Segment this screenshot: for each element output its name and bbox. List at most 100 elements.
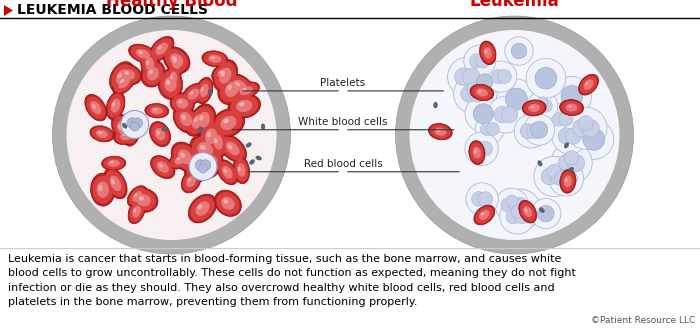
Ellipse shape xyxy=(200,84,209,97)
Ellipse shape xyxy=(201,123,222,150)
Ellipse shape xyxy=(191,153,214,174)
Ellipse shape xyxy=(145,57,154,71)
Ellipse shape xyxy=(225,142,239,155)
Circle shape xyxy=(574,119,614,159)
Circle shape xyxy=(564,150,579,165)
Ellipse shape xyxy=(176,98,188,109)
Ellipse shape xyxy=(524,209,528,213)
Ellipse shape xyxy=(172,56,176,61)
Text: White blood cells: White blood cells xyxy=(298,117,388,127)
Ellipse shape xyxy=(220,137,244,160)
Ellipse shape xyxy=(221,197,234,210)
Ellipse shape xyxy=(157,161,169,173)
Ellipse shape xyxy=(223,118,229,123)
Circle shape xyxy=(559,112,573,126)
Ellipse shape xyxy=(145,104,169,118)
Ellipse shape xyxy=(155,128,165,140)
Circle shape xyxy=(470,67,500,97)
Ellipse shape xyxy=(239,102,245,106)
Text: Platelets: Platelets xyxy=(321,78,365,88)
Ellipse shape xyxy=(125,71,129,75)
Circle shape xyxy=(551,142,592,184)
Circle shape xyxy=(469,86,486,102)
Ellipse shape xyxy=(128,128,131,133)
Circle shape xyxy=(527,124,542,139)
Ellipse shape xyxy=(565,178,568,182)
Ellipse shape xyxy=(539,208,545,213)
Ellipse shape xyxy=(108,160,120,167)
Circle shape xyxy=(473,104,494,124)
Circle shape xyxy=(514,209,528,224)
Ellipse shape xyxy=(123,117,141,146)
Ellipse shape xyxy=(220,76,244,102)
Ellipse shape xyxy=(212,109,245,137)
Ellipse shape xyxy=(209,55,221,63)
Ellipse shape xyxy=(218,74,246,105)
Ellipse shape xyxy=(192,104,216,136)
Ellipse shape xyxy=(132,191,142,202)
Ellipse shape xyxy=(186,176,196,187)
Ellipse shape xyxy=(218,162,236,183)
Ellipse shape xyxy=(111,64,133,90)
Ellipse shape xyxy=(150,107,163,114)
Ellipse shape xyxy=(197,112,210,128)
Ellipse shape xyxy=(531,105,535,108)
Circle shape xyxy=(511,43,527,59)
Circle shape xyxy=(66,30,276,240)
Ellipse shape xyxy=(197,160,202,164)
Circle shape xyxy=(466,183,498,215)
Circle shape xyxy=(500,189,541,230)
Ellipse shape xyxy=(129,188,158,212)
Ellipse shape xyxy=(178,100,183,104)
Ellipse shape xyxy=(480,41,496,65)
Circle shape xyxy=(558,154,575,172)
Ellipse shape xyxy=(148,70,153,74)
Ellipse shape xyxy=(179,112,192,126)
Circle shape xyxy=(511,206,524,218)
Ellipse shape xyxy=(110,176,121,191)
Circle shape xyxy=(470,141,486,156)
Ellipse shape xyxy=(239,86,253,95)
Circle shape xyxy=(454,75,493,114)
Circle shape xyxy=(531,199,561,229)
Circle shape xyxy=(550,168,567,185)
Circle shape xyxy=(478,192,493,206)
Circle shape xyxy=(494,106,510,123)
Ellipse shape xyxy=(155,43,168,55)
Ellipse shape xyxy=(206,156,217,171)
Ellipse shape xyxy=(233,82,260,99)
Ellipse shape xyxy=(190,91,193,95)
Ellipse shape xyxy=(170,75,173,79)
Ellipse shape xyxy=(237,163,246,177)
Ellipse shape xyxy=(151,38,172,59)
Circle shape xyxy=(472,192,486,206)
Ellipse shape xyxy=(192,137,218,162)
Circle shape xyxy=(558,128,575,144)
Circle shape xyxy=(552,118,588,154)
Circle shape xyxy=(454,68,472,86)
Ellipse shape xyxy=(223,169,227,173)
Ellipse shape xyxy=(478,90,482,93)
Ellipse shape xyxy=(481,43,495,63)
Ellipse shape xyxy=(560,169,576,193)
Ellipse shape xyxy=(173,105,199,133)
Ellipse shape xyxy=(191,163,205,176)
Ellipse shape xyxy=(136,49,150,59)
Ellipse shape xyxy=(92,176,113,204)
Ellipse shape xyxy=(470,84,494,101)
Circle shape xyxy=(547,103,578,135)
Ellipse shape xyxy=(173,144,197,170)
Ellipse shape xyxy=(220,116,237,130)
Ellipse shape xyxy=(218,135,246,162)
Ellipse shape xyxy=(564,143,569,148)
Ellipse shape xyxy=(166,65,181,91)
Ellipse shape xyxy=(430,125,451,139)
Ellipse shape xyxy=(199,115,204,121)
Ellipse shape xyxy=(223,199,228,204)
Circle shape xyxy=(516,201,533,218)
Ellipse shape xyxy=(96,130,108,138)
Ellipse shape xyxy=(85,94,107,121)
Ellipse shape xyxy=(147,67,159,81)
Circle shape xyxy=(496,79,536,119)
Ellipse shape xyxy=(173,58,176,63)
